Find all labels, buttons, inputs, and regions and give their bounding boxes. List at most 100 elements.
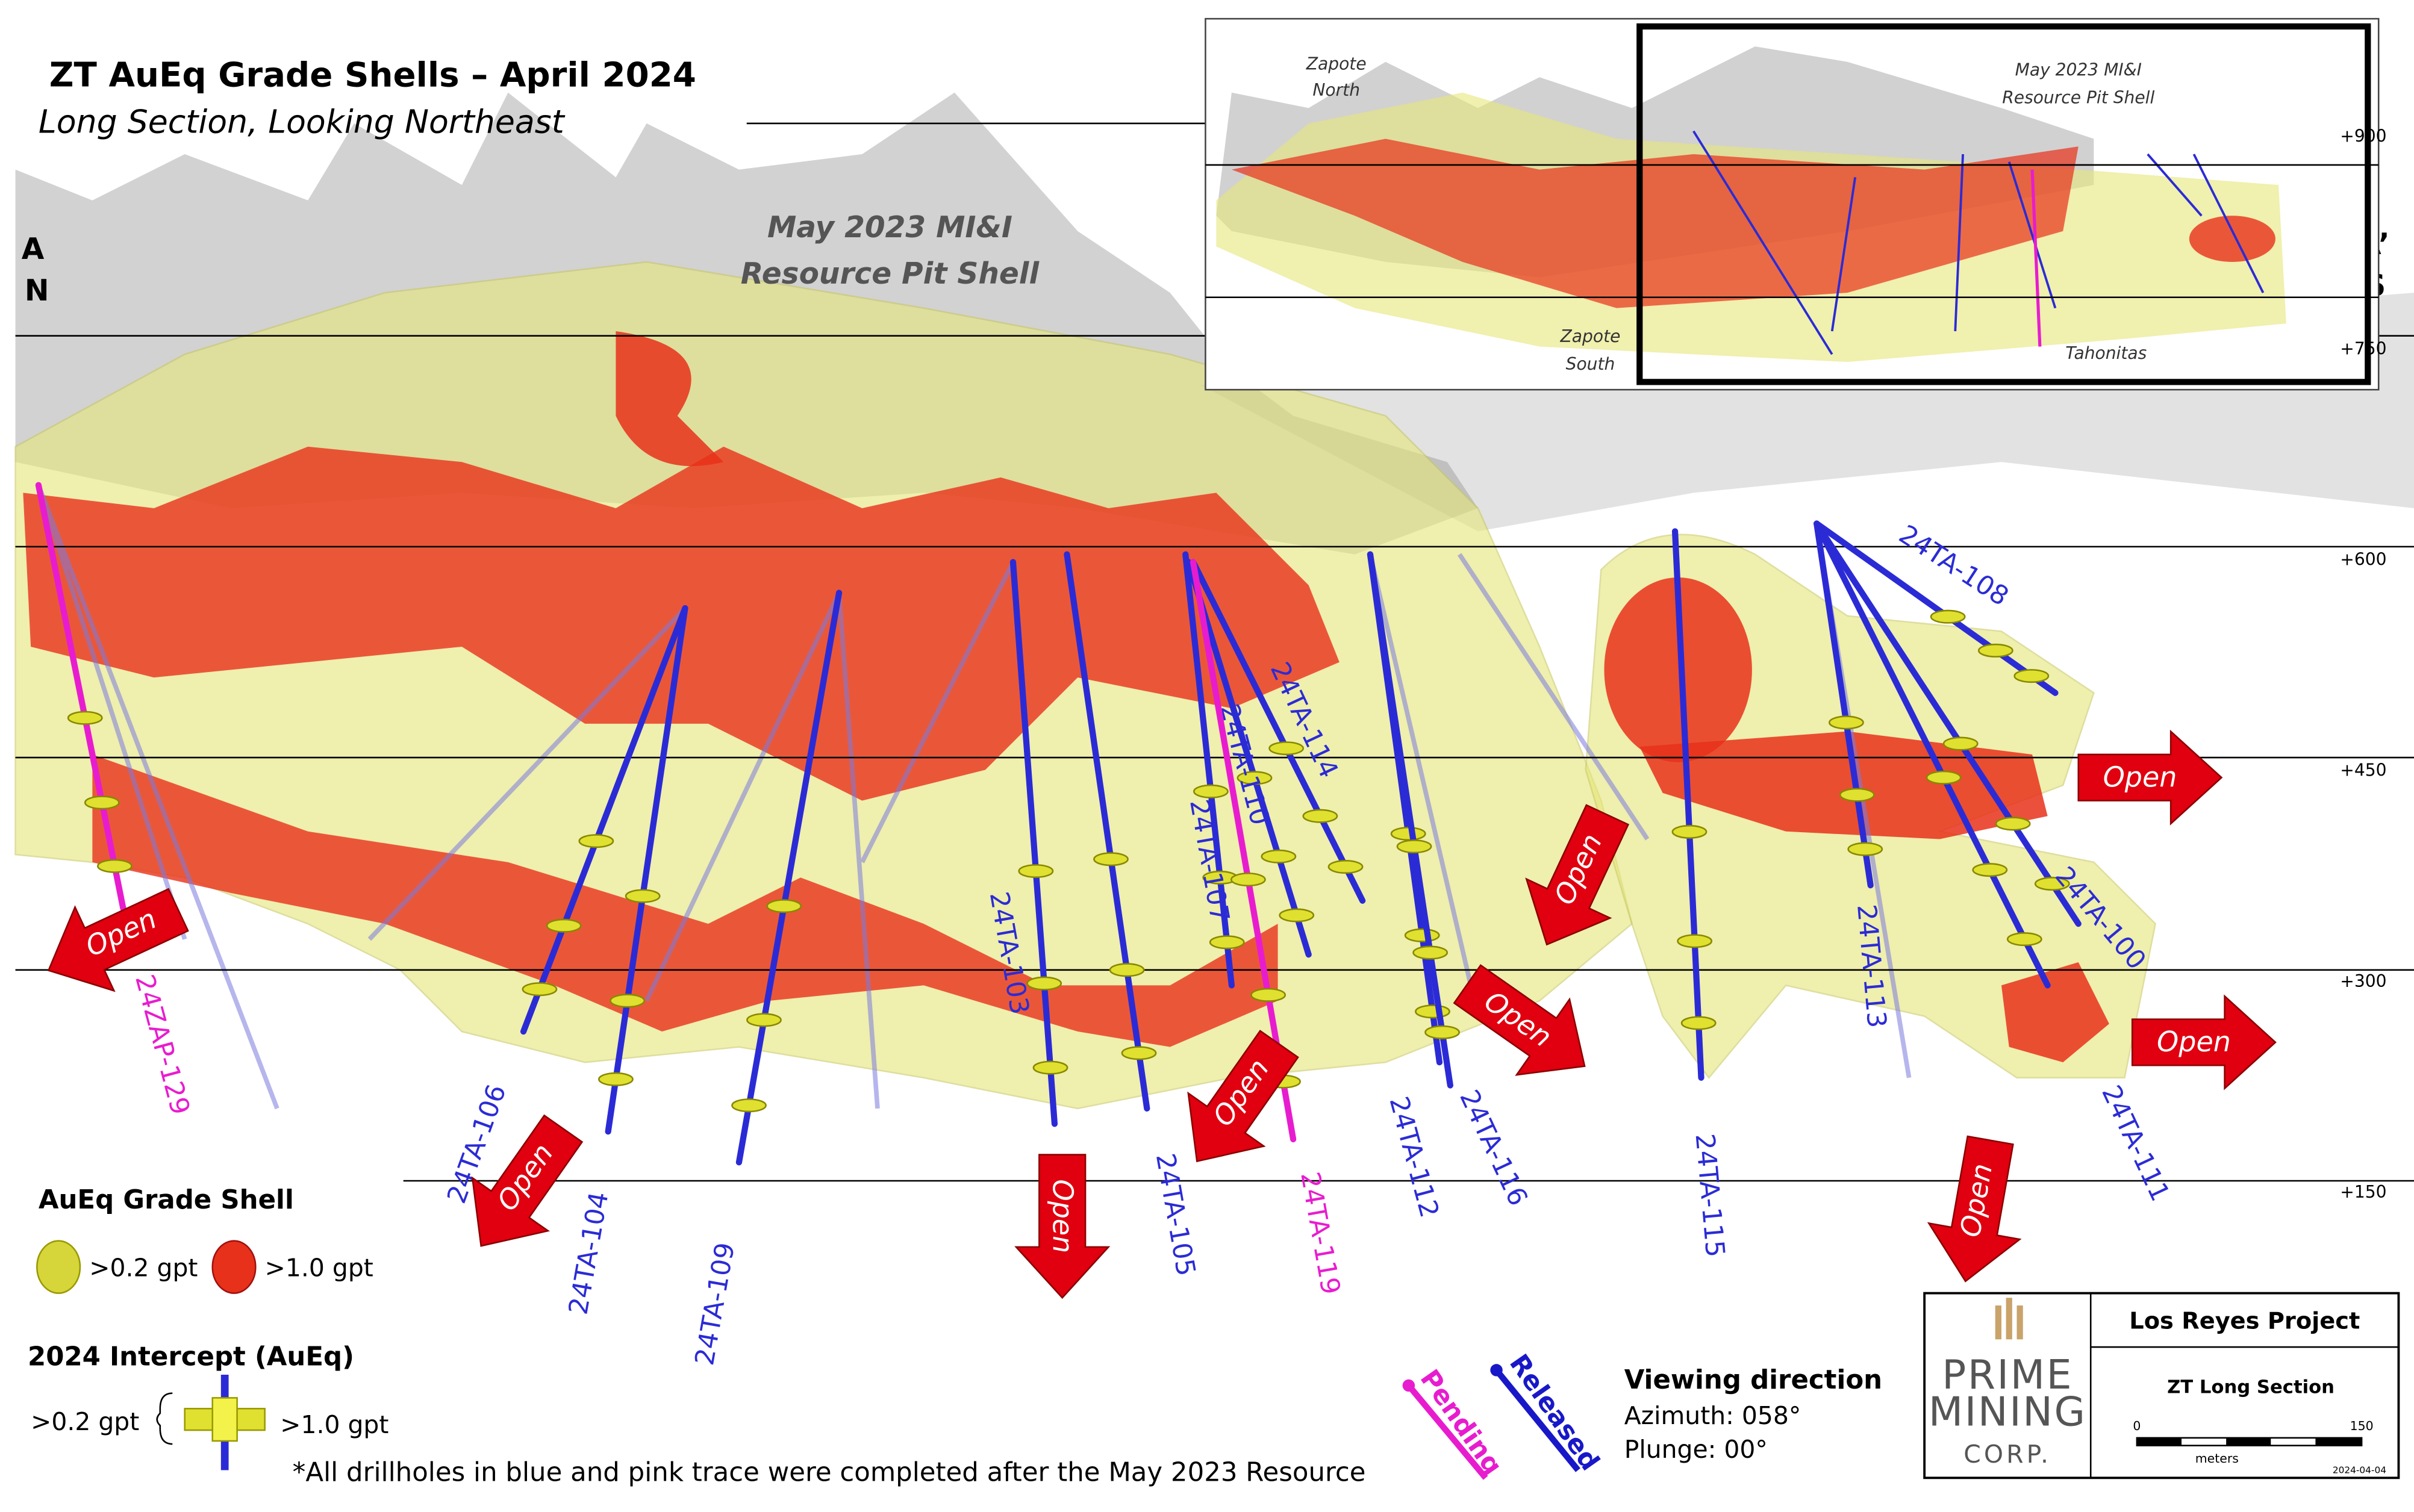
intercept	[1847, 842, 1883, 856]
line-shape	[1692, 130, 1833, 355]
line-shape	[1406, 1383, 1488, 1480]
scale-label: 0	[2133, 1419, 2141, 1433]
elevation: +150	[2340, 1182, 2386, 1202]
line-shape	[1368, 553, 1480, 1017]
section-end: A	[22, 232, 45, 266]
intercept	[522, 982, 558, 997]
inset-label: South	[1566, 354, 1615, 374]
arrow-shape	[47, 888, 189, 992]
inset-label: Tahonitas	[2065, 343, 2147, 363]
legend-title: AuEq Grade Shell	[39, 1185, 294, 1215]
open-arrow: Open	[1014, 1154, 1111, 1299]
drillhole-trace	[1671, 528, 1704, 1081]
path-shape	[1231, 138, 2079, 308]
intercept	[578, 834, 614, 848]
intercept	[2034, 877, 2070, 891]
section-end: N	[25, 274, 49, 308]
drillhole-trace	[520, 605, 688, 1035]
open-arrow: Open	[471, 1114, 584, 1247]
inset-label: Resource Pit Shell	[2002, 88, 2154, 108]
arrow-shape	[1453, 964, 1586, 1076]
arrow-shape	[471, 1114, 584, 1247]
viewing-azimuth: Azimuth: 058°	[1624, 1401, 1801, 1430]
scale-label: 150	[2350, 1419, 2374, 1433]
drillhole-label: 24TA-108	[1894, 520, 2014, 612]
drillhole-label: 24TA-109	[690, 1240, 741, 1367]
line-shape	[1494, 1368, 1580, 1472]
status-label: Released	[1503, 1349, 1605, 1476]
elevation: +600	[2340, 550, 2386, 570]
path-shape	[1639, 731, 2048, 839]
elevation: +750	[2340, 338, 2386, 358]
drillhole-trace	[1814, 520, 2059, 696]
viewing-plunge: Plunge: 00°	[1624, 1435, 1768, 1464]
drillhole-trace	[1190, 559, 1366, 904]
open-label: Open	[2103, 761, 2177, 793]
line-shape	[644, 591, 841, 1002]
scale-units: meters	[2195, 1451, 2239, 1466]
ellipse-shape	[211, 1240, 257, 1294]
footnote: *All drillholes in blue and pink trace w…	[293, 1457, 1366, 1487]
arrow-shape	[1014, 1154, 1111, 1299]
intercept	[1680, 1016, 1717, 1030]
line-shape	[367, 606, 687, 941]
arrow-shape	[1187, 1030, 1299, 1163]
legend-label: >0.2 gpt	[31, 1407, 139, 1436]
inset-label: North	[1312, 80, 1360, 100]
drillhole-trace	[1185, 559, 1312, 958]
intercept	[2006, 932, 2042, 947]
ellipse-shape	[36, 1240, 81, 1294]
drillhole-trace	[1064, 551, 1150, 1112]
elevation: +300	[2340, 971, 2386, 991]
drillhole-label: 24TA-111	[2095, 1081, 2175, 1206]
drillhole-trace	[1814, 520, 2051, 989]
inset-label: Zapote	[1560, 326, 1621, 346]
g-shape	[1995, 1298, 2023, 1340]
arrow-shape	[1927, 1135, 2022, 1283]
arrow-shape	[1525, 804, 1630, 946]
legend-label: >1.0 gpt	[280, 1410, 388, 1439]
line-shape	[36, 484, 187, 940]
intercept	[84, 795, 120, 810]
intercept	[1032, 1060, 1068, 1075]
geology	[14, 92, 2414, 1110]
intercept	[766, 899, 802, 913]
elevation: +900	[2340, 126, 2386, 146]
line-shape	[837, 593, 880, 1109]
drillhole-trace	[1009, 559, 1058, 1127]
intercept	[97, 859, 133, 873]
intercept	[1250, 988, 1287, 1002]
open-arrow: Open	[2131, 994, 2277, 1090]
circle-shape	[1402, 1379, 1415, 1392]
intercept	[1390, 827, 1426, 841]
intercept	[1121, 1046, 1157, 1060]
intercept	[2013, 669, 2050, 683]
line-shape	[1830, 177, 1857, 332]
open-arrow: Open	[47, 888, 189, 992]
path-shape	[156, 1392, 173, 1445]
intercept	[1829, 715, 1864, 730]
intercept	[1977, 643, 2013, 658]
intercept	[1404, 928, 1440, 942]
inset-label: Zapote	[1306, 54, 1367, 73]
rect-shape	[1995, 1305, 2001, 1340]
viewing-title: Viewing direction	[1624, 1365, 1882, 1395]
intercept	[1327, 860, 1364, 874]
drillhole-trace	[1367, 551, 1453, 1089]
legend-label: >1.0 gpt	[265, 1253, 373, 1282]
intercept	[67, 711, 103, 725]
pit-label: May 2023 MI&I	[767, 211, 1012, 244]
intercept	[1302, 809, 1338, 823]
drillhole-label: 24TA-104	[564, 1190, 615, 1317]
line-shape	[2007, 161, 2057, 309]
rect-shape	[2136, 1437, 2182, 1446]
intercept	[1093, 852, 1129, 866]
pit-label: Resource Pit Shell	[741, 257, 1040, 291]
open-label: Open	[2157, 1025, 2231, 1058]
drillhole-label: 24ZAP-129	[129, 971, 195, 1118]
intercept	[1193, 784, 1229, 798]
drillhole-label: 24TA-115	[1689, 1133, 1730, 1258]
intercept	[1839, 788, 1875, 802]
arrow-shape	[2131, 994, 2277, 1090]
